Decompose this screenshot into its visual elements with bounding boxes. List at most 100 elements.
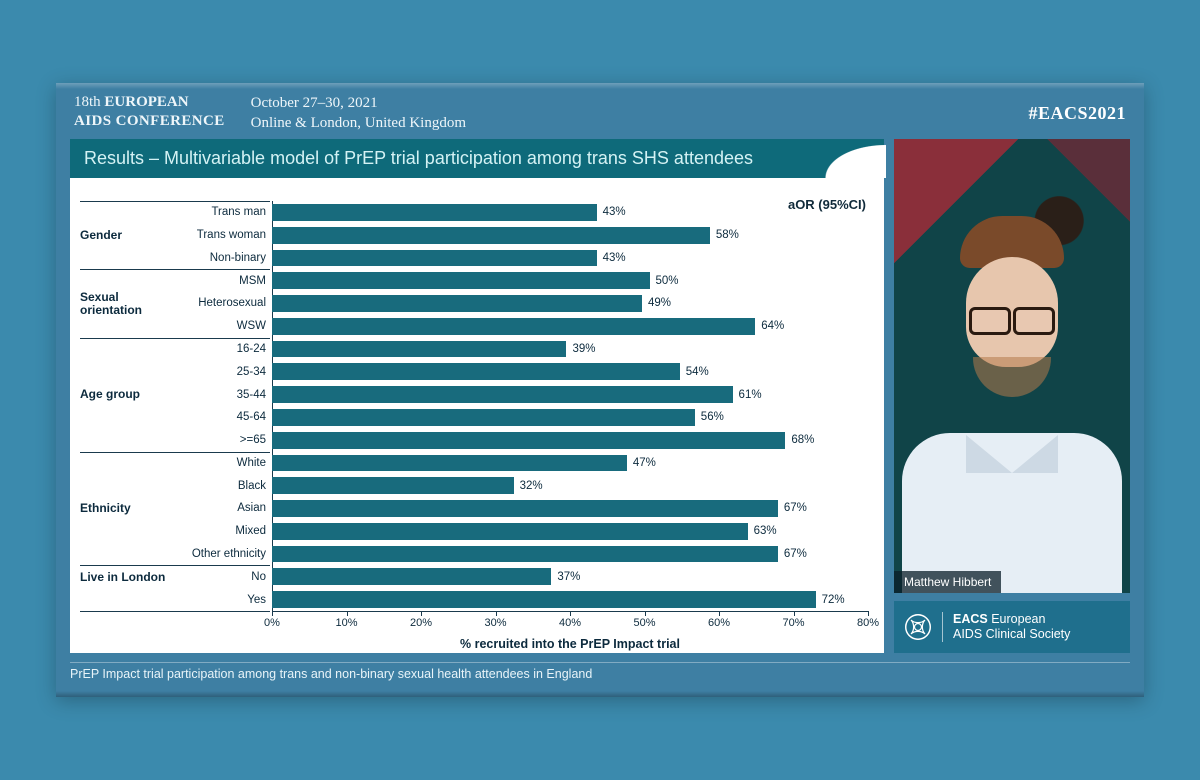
bar-value: 64% (755, 320, 784, 332)
x-tick-label: 40% (559, 617, 581, 629)
bar-cell: 43% (272, 201, 876, 224)
category-label: 45-64 (174, 411, 272, 423)
x-tick (719, 611, 720, 616)
bar-cell: 49% (272, 292, 876, 315)
bar-cell: 37% (272, 565, 876, 588)
bar-value: 49% (642, 297, 671, 309)
x-tick-label: 0% (264, 617, 280, 629)
slide-title-bar: Results – Multivariable model of PrEP tr… (70, 139, 884, 178)
bar-value: 54% (680, 366, 709, 378)
category-label: White (174, 457, 272, 469)
bar-cell: 43% (272, 247, 876, 270)
video-column: Matthew Hibbert EACS European AIDS Clini… (894, 139, 1130, 653)
bar-value: 61% (733, 389, 762, 401)
chart-area: aOR (95%CI) Trans man43%GenderTrans woma… (70, 197, 884, 653)
footer-caption: PrEP Impact trial participation among tr… (70, 662, 1130, 681)
bar-row: Other ethnicity 67% (78, 543, 876, 566)
category-label: WSW (174, 320, 272, 332)
bar-value: 32% (514, 480, 543, 492)
x-tick-label: 30% (484, 617, 506, 629)
bar-value: 67% (778, 502, 807, 514)
group-label: Gender (78, 229, 174, 242)
bar (272, 341, 566, 358)
bar-value: 56% (695, 411, 724, 423)
bar-cell: 68% (272, 429, 876, 452)
bar-cell: 58% (272, 224, 876, 247)
bar (272, 591, 816, 608)
category-label: Black (174, 480, 272, 492)
bar (272, 568, 551, 585)
bar-value: 72% (816, 594, 845, 606)
body: Results – Multivariable model of PrEP tr… (70, 139, 1130, 653)
category-label: Yes (174, 594, 272, 606)
category-label: Non-binary (174, 252, 272, 264)
bar (272, 295, 642, 312)
bar-cell: 64% (272, 315, 876, 338)
conf-location: Online & London, United Kingdom (251, 113, 466, 133)
category-label: 16-24 (174, 343, 272, 355)
slide: Results – Multivariable model of PrEP tr… (70, 139, 884, 653)
conference-where: October 27–30, 2021 Online & London, Uni… (251, 93, 466, 134)
bar (272, 318, 755, 335)
category-label: >=65 (174, 434, 272, 446)
decoration (56, 83, 1144, 89)
bar-value: 58% (710, 229, 739, 241)
bar-cell: 50% (272, 269, 876, 292)
x-tick-label: 50% (633, 617, 655, 629)
bar (272, 272, 650, 289)
society-word: European (988, 612, 1046, 626)
bar (272, 409, 695, 426)
x-tick (794, 611, 795, 616)
bar-row: MSM50% (78, 269, 876, 292)
bar-value: 50% (650, 275, 679, 287)
bar (272, 363, 680, 380)
bar-value: 47% (627, 457, 656, 469)
bar-value: 37% (551, 571, 580, 583)
x-tick-label: 80% (857, 617, 879, 629)
bar-value: 43% (597, 252, 626, 264)
speaker-video: Matthew Hibbert (894, 139, 1130, 593)
x-tick (272, 611, 273, 616)
bar-row: Yes 72% (78, 588, 876, 611)
bar-cell: 67% (272, 497, 876, 520)
header: 18th EUROPEAN AIDS CONFERENCE October 27… (56, 83, 1144, 140)
glasses-icon (969, 307, 1055, 331)
bar (272, 386, 733, 403)
header-left: 18th EUROPEAN AIDS CONFERENCE October 27… (74, 93, 466, 134)
bar-row: Live in LondonNo37% (78, 565, 876, 588)
bar-value: 39% (566, 343, 595, 355)
society-text: EACS European AIDS Clinical Society (953, 612, 1070, 642)
x-tick-label: 20% (410, 617, 432, 629)
bar-value: 43% (597, 206, 626, 218)
x-axis-title: % recruited into the PrEP Impact trial (272, 637, 868, 651)
x-tick (496, 611, 497, 616)
bar-row: 16-24 39% (78, 338, 876, 361)
category-label: Heterosexual (174, 297, 272, 309)
bar-row: Age group35-4461% (78, 383, 876, 406)
bar-value: 68% (785, 434, 814, 446)
bar-rows: Trans man43%GenderTrans woman58%Non-bina… (78, 201, 876, 611)
bar-cell: 56% (272, 406, 876, 429)
bar (272, 455, 627, 472)
bar-cell: 67% (272, 543, 876, 566)
x-tick-label: 70% (782, 617, 804, 629)
group-label: Sexual orientation (78, 291, 174, 316)
conf-dates: October 27–30, 2021 (251, 93, 466, 113)
bar-value: 67% (778, 548, 807, 560)
group-divider (80, 611, 270, 612)
hashtag: #EACS2021 (1028, 103, 1126, 124)
group-label: Live in London (78, 571, 174, 584)
speaker-collar (1012, 435, 1058, 473)
speaker-name: Matthew Hibbert (894, 571, 1001, 593)
bar (272, 227, 710, 244)
bar-cell: 72% (272, 588, 876, 611)
society-line2: AIDS Clinical Society (953, 627, 1070, 642)
society-acronym: EACS (953, 612, 988, 626)
category-label: Other ethnicity (174, 548, 272, 560)
decoration (56, 691, 1144, 697)
bar-row: Non-binary 43% (78, 247, 876, 270)
category-label: Trans man (174, 206, 272, 218)
society-badge: EACS European AIDS Clinical Society (894, 601, 1130, 653)
x-tick (570, 611, 571, 616)
x-tick (347, 611, 348, 616)
